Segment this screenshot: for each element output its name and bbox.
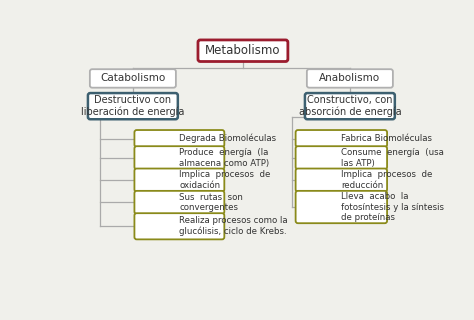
FancyBboxPatch shape	[296, 191, 387, 223]
Text: Anabolismo: Anabolismo	[319, 73, 381, 84]
Text: Metabolismo: Metabolismo	[205, 44, 281, 57]
FancyBboxPatch shape	[135, 213, 224, 239]
FancyBboxPatch shape	[88, 93, 178, 119]
Text: Degrada Biomoléculas: Degrada Biomoléculas	[179, 134, 276, 143]
Text: Destructivo con
liberación de energía: Destructivo con liberación de energía	[81, 95, 184, 117]
FancyBboxPatch shape	[307, 69, 393, 88]
Text: Fabrica Biomoléculas: Fabrica Biomoléculas	[341, 134, 432, 143]
FancyBboxPatch shape	[296, 146, 387, 169]
Text: Realiza procesos como la
glucólisis, ciclo de Krebs.: Realiza procesos como la glucólisis, cic…	[179, 216, 288, 236]
FancyBboxPatch shape	[305, 93, 395, 119]
Text: Lleva  acabo  la
fotosíntesis y la síntesis
de proteínas: Lleva acabo la fotosíntesis y la síntesi…	[341, 192, 444, 222]
Text: Catabolismo: Catabolismo	[100, 73, 165, 84]
Text: Implica  procesos  de
oxidación: Implica procesos de oxidación	[179, 170, 271, 190]
Text: Produce  energía  (la
almacena como ATP): Produce energía (la almacena como ATP)	[179, 148, 270, 168]
FancyBboxPatch shape	[135, 130, 224, 147]
FancyBboxPatch shape	[198, 40, 288, 61]
FancyBboxPatch shape	[296, 130, 387, 147]
Text: Sus  rutas  son
convergentes: Sus rutas son convergentes	[179, 193, 243, 212]
FancyBboxPatch shape	[135, 169, 224, 192]
FancyBboxPatch shape	[135, 146, 224, 169]
FancyBboxPatch shape	[90, 69, 176, 88]
Text: Consume  energía  (usa
las ATP): Consume energía (usa las ATP)	[341, 148, 444, 168]
FancyBboxPatch shape	[296, 169, 387, 192]
Text: Implica  procesos  de
reducción: Implica procesos de reducción	[341, 170, 433, 190]
Text: Constructivo, con
absorción de energía: Constructivo, con absorción de energía	[299, 95, 401, 117]
FancyBboxPatch shape	[135, 191, 224, 214]
